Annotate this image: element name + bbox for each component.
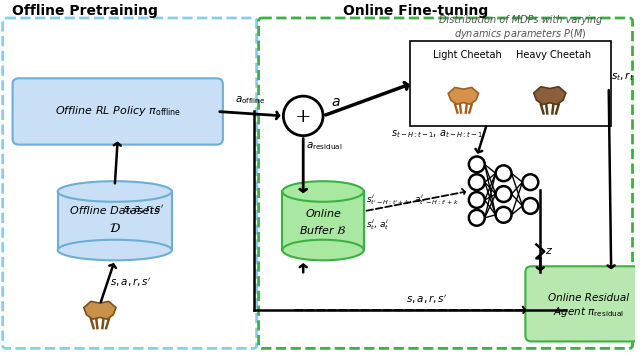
Text: Buffer $\mathcal{B}$: Buffer $\mathcal{B}$ [300, 224, 347, 236]
Text: $z$: $z$ [545, 246, 554, 256]
Ellipse shape [58, 240, 172, 260]
Polygon shape [448, 87, 479, 104]
Circle shape [469, 157, 484, 172]
Text: Light Cheetah: Light Cheetah [433, 50, 502, 60]
Text: $a_{\mathrm{offline}}$: $a_{\mathrm{offline}}$ [235, 94, 266, 105]
FancyBboxPatch shape [13, 78, 223, 144]
Text: Heavy Cheetah: Heavy Cheetah [516, 50, 591, 60]
Polygon shape [84, 301, 116, 319]
Text: Online: Online [305, 209, 341, 219]
Bar [282, 191, 364, 250]
Text: $s, a, r, s'$: $s, a, r, s'$ [110, 276, 152, 289]
Circle shape [495, 165, 511, 181]
Text: $s, a, r, s'$: $s, a, r, s'$ [406, 293, 448, 306]
Text: $a$: $a$ [331, 95, 340, 109]
Circle shape [522, 198, 538, 214]
Text: $a_{\mathrm{residual}}$: $a_{\mathrm{residual}}$ [306, 141, 343, 152]
Ellipse shape [282, 240, 364, 260]
Text: $s_{t-H:t-1},\, a_{t-H:t-1}$: $s_{t-H:t-1},\, a_{t-H:t-1}$ [390, 128, 483, 140]
FancyBboxPatch shape [525, 266, 640, 342]
Circle shape [469, 192, 484, 208]
Text: $s^i_t,\, a^i_t$: $s^i_t,\, a^i_t$ [365, 217, 389, 232]
Circle shape [469, 174, 484, 190]
Text: Agent $\pi_{\mathrm{residual}}$: Agent $\pi_{\mathrm{residual}}$ [553, 305, 624, 319]
Bar [58, 191, 172, 250]
Text: Online Fine-tuning: Online Fine-tuning [343, 4, 488, 18]
Ellipse shape [58, 181, 172, 202]
Circle shape [284, 96, 323, 136]
Text: Offline Datasets: Offline Datasets [70, 206, 159, 216]
Circle shape [469, 210, 484, 226]
Circle shape [495, 186, 511, 202]
Circle shape [495, 207, 511, 223]
Text: Online Residual: Online Residual [548, 293, 629, 303]
Text: $s^i_{t'-H:t'+k},\, a^i_{t'-H:t'+k}$: $s^i_{t'-H:t'+k},\, a^i_{t'-H:t'+k}$ [365, 192, 459, 207]
Text: $\mathcal{D}$: $\mathcal{D}$ [109, 222, 121, 235]
Text: $s_t, r_t$: $s_t, r_t$ [611, 71, 634, 83]
Text: Distribution of MDPs with varying
dynamics parameters $P(M)$: Distribution of MDPs with varying dynami… [439, 15, 602, 41]
FancyBboxPatch shape [410, 41, 611, 126]
Ellipse shape [282, 181, 364, 202]
Text: $s, a, r, s'$: $s, a, r, s'$ [123, 203, 164, 216]
Text: +: + [295, 108, 312, 126]
Circle shape [522, 174, 538, 190]
Polygon shape [534, 87, 566, 104]
Text: Offline Pretraining: Offline Pretraining [12, 4, 157, 18]
Text: Offline RL Policy $\pi_{\mathrm{offline}}$: Offline RL Policy $\pi_{\mathrm{offline}… [54, 104, 181, 119]
